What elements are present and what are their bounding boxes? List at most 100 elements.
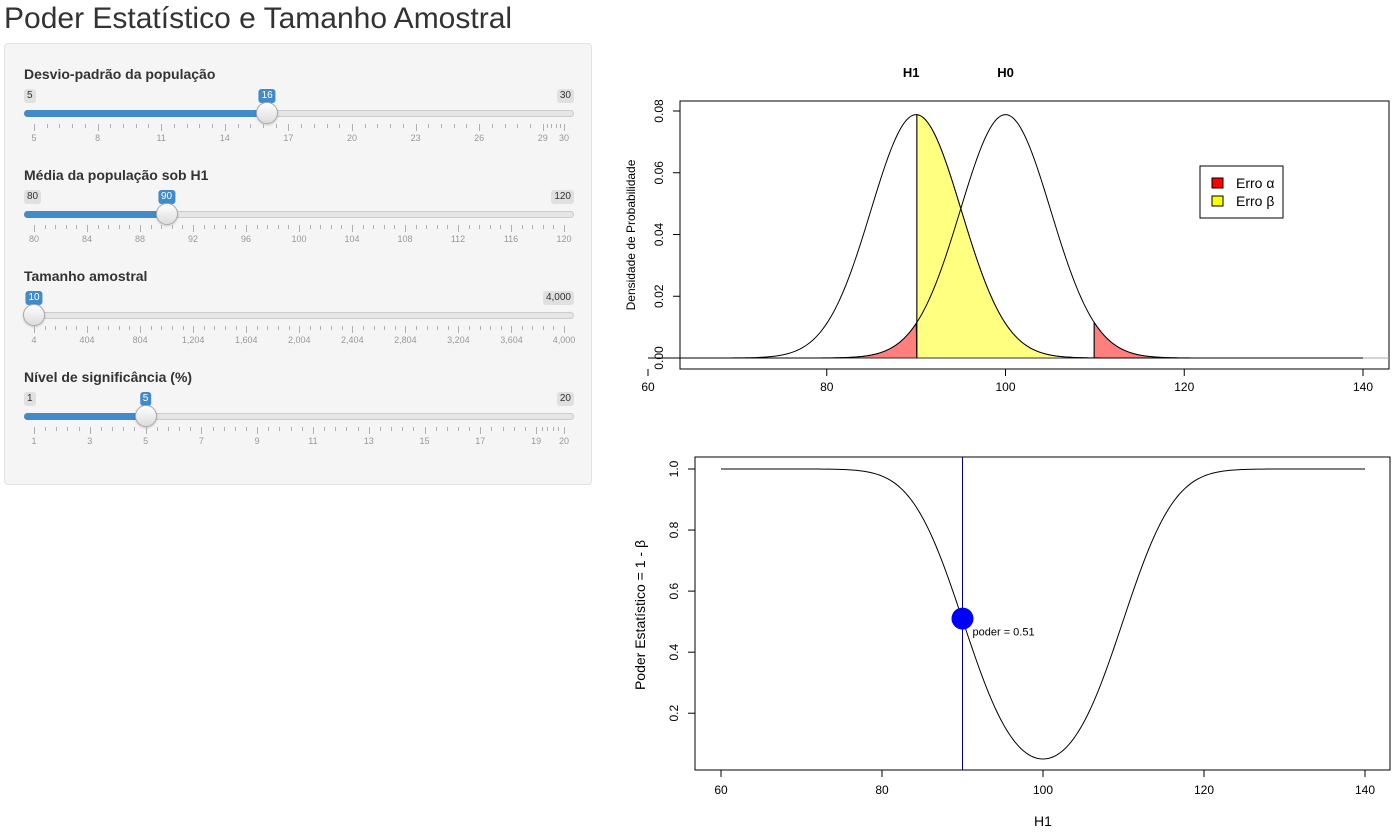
slider-tick-label: 1,604 — [234, 335, 258, 345]
slider-tick — [224, 124, 226, 131]
slider-minor-tick — [129, 326, 131, 330]
slider-tick-label: 17 — [475, 436, 486, 446]
slider-tick-label: 100 — [291, 234, 307, 244]
slider-handle[interactable] — [256, 102, 279, 124]
alpha-region-right — [1093, 321, 1274, 359]
slider-label: Desvio-padrão da população — [24, 66, 216, 82]
slider-minor-tick — [212, 427, 214, 431]
slider-minor-tick — [469, 427, 471, 431]
slider-minor-tick — [135, 124, 137, 128]
slider-minor-tick — [415, 225, 417, 229]
slider-minor-tick — [402, 427, 404, 431]
slider-minor-tick — [341, 225, 343, 229]
slider-handle[interactable] — [134, 405, 157, 427]
slider-minor-tick — [59, 124, 61, 128]
slider-minor-tick — [524, 427, 526, 431]
slider-minor-tick — [466, 124, 468, 128]
slider-minor-tick — [324, 427, 326, 431]
density-chart: H1 H0 60 80 100 120 140 0.00 0.02 0.04 0.06 0.08 Den… — [624, 65, 1390, 394]
y-tick-label: 0.8 — [667, 521, 681, 538]
slider-tick-label: 104 — [344, 234, 360, 244]
slider-ticks: 80 84 88 92 96 100 104 108 112 116 120 — [29, 225, 572, 249]
slider-handle[interactable] — [155, 203, 178, 225]
slider-tick-label: 7 — [198, 436, 204, 446]
slider-tick — [246, 326, 248, 333]
slider-tick-label: 116 — [503, 234, 519, 244]
slider-minor-tick — [447, 326, 449, 330]
slider-minor-tick — [76, 326, 78, 330]
slider-minor-tick — [428, 124, 430, 128]
slider-tick-label: 3,604 — [500, 335, 523, 345]
slider-track[interactable] — [24, 312, 574, 319]
slider-minor-tick — [108, 326, 110, 330]
y-axis-label: Densidade de Probabilidade — [624, 159, 638, 310]
slider-tick-label: 15 — [419, 436, 430, 446]
y-tick-label: 0.02 — [652, 284, 666, 308]
slider-min-label: 5 — [24, 89, 36, 103]
slider-tick-label: 19 — [531, 436, 542, 446]
slider-tick-label: 108 — [397, 234, 413, 244]
slider-minor-tick — [45, 427, 47, 431]
slider-minor-tick — [268, 427, 270, 431]
slider-minor-tick — [179, 427, 181, 431]
x-tick-label: 120 — [1194, 783, 1214, 797]
slider-tick-label: 2,804 — [394, 335, 417, 345]
slider-tick-label: 2,404 — [341, 335, 364, 345]
slider-tick — [201, 427, 203, 434]
slider-tick — [193, 326, 195, 333]
slider-minor-tick — [67, 427, 69, 431]
slider-tick — [246, 225, 247, 232]
slider-minor-tick — [129, 225, 131, 229]
slider-minor-tick — [542, 225, 544, 229]
slider-minor-tick — [301, 124, 303, 128]
slider-value-badge: 5 — [139, 392, 152, 406]
slider-fill — [24, 413, 146, 420]
slider-tick-label: 20 — [558, 436, 570, 446]
slider-minor-tick — [55, 326, 57, 330]
power-curve-line — [721, 468, 1365, 760]
slider-minor-tick — [235, 225, 237, 229]
slider-minor-tick — [65, 225, 67, 229]
slider-minor-tick — [167, 427, 169, 431]
slider-minor-tick — [491, 124, 493, 128]
slider-minor-tick — [502, 427, 504, 431]
slider-minor-tick — [118, 225, 120, 229]
slider-minor-tick — [383, 225, 385, 229]
slider-minor-tick — [415, 326, 417, 330]
slider-minor-tick — [72, 124, 74, 128]
h0-title-label: H0 — [997, 65, 1014, 80]
slider-minor-tick — [331, 326, 333, 330]
slider-tick-label: 11 — [156, 133, 166, 143]
slider-fill — [24, 211, 167, 218]
slider-minor-tick — [377, 124, 379, 128]
slider-minor-tick — [173, 124, 175, 128]
slider-minor-tick — [148, 124, 150, 128]
slider-minor-tick — [489, 225, 491, 229]
slider-value-badge: 10 — [25, 291, 43, 305]
slider-handle[interactable] — [23, 304, 45, 326]
slider-tick — [352, 326, 354, 333]
slider-minor-tick — [553, 326, 555, 330]
slider-tick — [480, 427, 482, 434]
slider-minor-tick — [279, 427, 281, 431]
slider-minor-tick — [55, 225, 57, 229]
slider-minor-tick — [262, 124, 264, 128]
slider-minor-tick — [235, 326, 237, 330]
slider-tick-label: 1,204 — [181, 335, 205, 345]
slider-tick — [564, 124, 565, 131]
slider-tick-label: 404 — [79, 335, 95, 345]
slider-minor-tick — [203, 225, 205, 229]
slider-minor-tick — [558, 427, 560, 431]
slider-minor-tick — [373, 326, 375, 330]
slider-tick-label: 2,004 — [287, 335, 311, 345]
legend-swatch-alpha — [1211, 177, 1224, 189]
x-tick-label: 120 — [1174, 380, 1194, 394]
y-tick-label: 0.06 — [652, 161, 666, 185]
slider-minor-tick — [413, 427, 415, 431]
slider-tick-label: 17 — [283, 133, 294, 143]
x-tick-label: 140 — [1355, 783, 1375, 797]
slider-tick — [140, 225, 141, 232]
slider-minor-tick — [84, 124, 86, 128]
slider-tick-label: 14 — [219, 133, 230, 143]
slider-tick-label: 29 — [537, 133, 548, 143]
